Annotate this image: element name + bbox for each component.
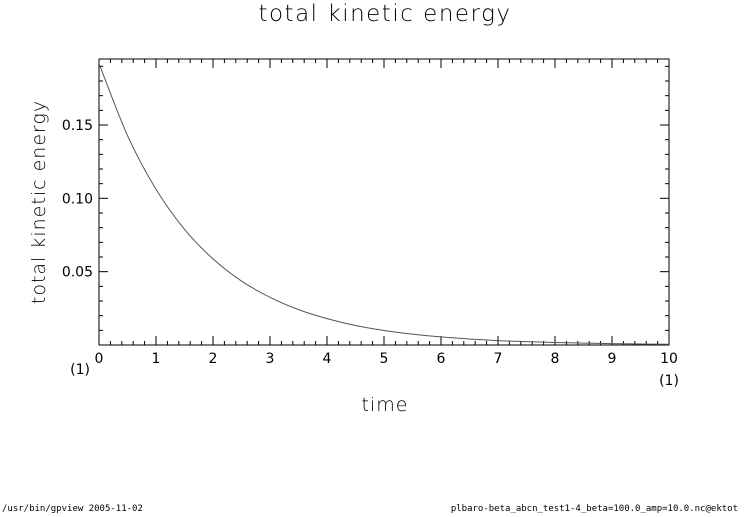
y-tick-label: 0.15: [62, 118, 93, 134]
x-scale-right: (1): [659, 373, 679, 389]
x-tick-label: 2: [209, 351, 218, 367]
footer-left: /usr/bin/gpview 2005-11-02: [2, 504, 143, 514]
x-tick-label: 10: [660, 351, 678, 367]
x-scale-left: (1): [70, 362, 90, 378]
x-tick-label: 1: [152, 351, 161, 367]
y-tick-label: 0.05: [62, 265, 93, 281]
series-layer: [98, 63, 670, 345]
x-tick-label: 9: [608, 351, 617, 367]
plot-frame: [98, 58, 670, 346]
axis-ticks: [98, 59, 670, 345]
x-tick-label: 4: [323, 351, 332, 367]
x-axis-label: time: [362, 394, 409, 416]
chart-title: total kinetic energy: [258, 1, 511, 27]
x-tick-label: 0: [95, 351, 104, 367]
x-tick-label: 7: [494, 351, 503, 367]
x-tick-label: 3: [266, 351, 275, 367]
x-tick-label: 6: [437, 351, 446, 367]
y-axis-label: total kinetic energy: [28, 100, 50, 304]
y-tick-label: 0.10: [62, 191, 93, 207]
footer-right: plbaro-beta_abcn_test1-4_beta=100.0_amp=…: [450, 504, 738, 514]
series-line-0: [98, 63, 670, 345]
x-tick-label: 5: [380, 351, 389, 367]
tick-labels: 0 1 2 3 4 5 6 7 8 9 10 0.05 0.10 0.15: [62, 118, 678, 367]
x-tick-label: 8: [551, 351, 560, 367]
